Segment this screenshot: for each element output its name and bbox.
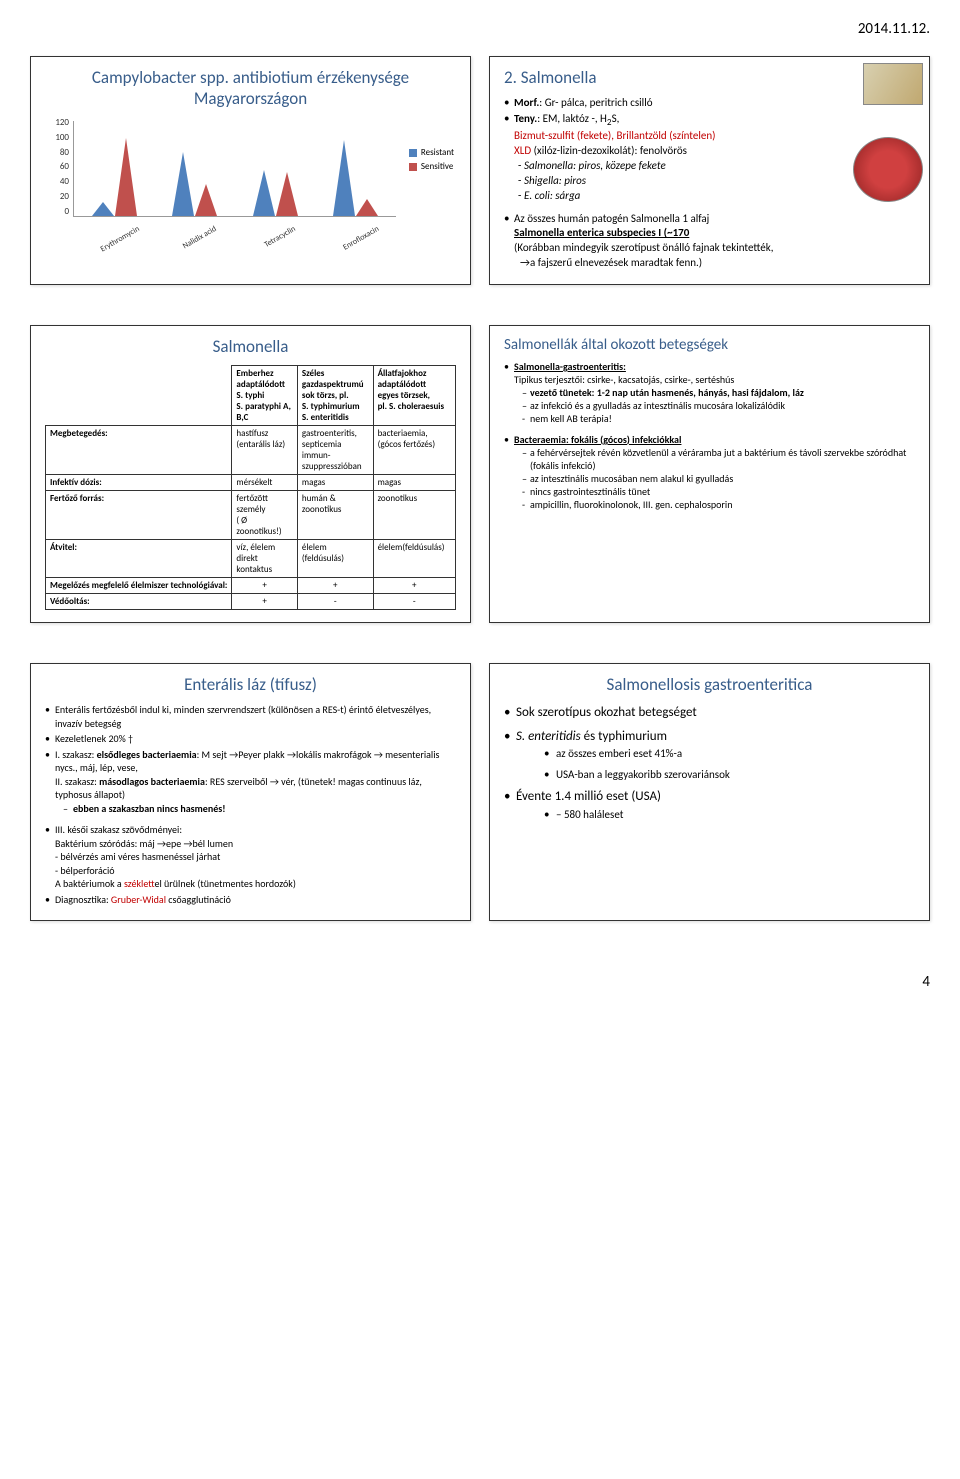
table-cell: + [232, 578, 297, 594]
row-label: Átvitel: [46, 540, 232, 578]
slide-salmonella-intro: 2. Salmonella Morf.: Gr- pálca, peritric… [489, 56, 930, 285]
table-cell: gastroenteritis, septicemia immun- szupp… [297, 426, 373, 475]
bar-group: Erythromycin [74, 138, 155, 216]
table-header [46, 366, 232, 426]
y-tick: 0 [45, 206, 69, 217]
table-header: Állatfajokhoz adaptálódottegyes törzsek,… [373, 366, 455, 426]
slide-diseases: Salmonellák által okozott betegségek Sal… [489, 325, 930, 623]
legend-item: Sensitive [409, 161, 454, 172]
date-header: 2014.11.12. [30, 20, 930, 38]
cone-bar [333, 140, 355, 216]
chart-title: Campylobacter spp. antibiotium érzékenys… [45, 67, 456, 109]
table-cell: magas [297, 475, 373, 491]
table-cell: víz, élelem direkt kontaktus [232, 540, 297, 578]
bacteria-image [863, 63, 923, 105]
x-label: Erythromycin [98, 224, 141, 254]
cone-bar [253, 170, 275, 216]
row-label: Megbetegedés: [46, 426, 232, 475]
gastro-body: Sok szerotípus okozhat betegséget S. ent… [504, 703, 915, 823]
row-label: Fertőző forrás: [46, 491, 232, 540]
slide-row-3: Enterális láz (tífusz) Enterális fertőzé… [30, 663, 930, 921]
salmonella-bullets-2: Az összes humán patogén Salmonella 1 alf… [504, 212, 915, 271]
slide-salmonella-table: Salmonella Emberhez adaptálódottS. typhi… [30, 325, 471, 623]
table-cell: + [232, 594, 297, 610]
row-label: Védőoltás: [46, 594, 232, 610]
petri-image [853, 137, 923, 202]
bar-group: Nalidix acid [155, 152, 236, 216]
diseases-list: Salmonella-gastroenteritis: Tipikus terj… [504, 360, 915, 511]
cone-bar [172, 152, 194, 216]
table-header: Emberhez adaptálódottS. typhi S. paratyp… [232, 366, 297, 426]
table-cell: fertőzött személy ( Ø zoonotikus!) [232, 491, 297, 540]
table-cell: élelem(feldúsulás) [373, 540, 455, 578]
table-cell: élelem (feldúsulás) [297, 540, 373, 578]
table-header: Széles gazdaspektrumúsok törzs, pl. S. t… [297, 366, 373, 426]
cone-bar [356, 199, 378, 216]
tifusz-body: Enterális fertőzésből indul ki, minden s… [45, 703, 456, 906]
slide-row-2: Salmonella Emberhez adaptálódottS. typhi… [30, 325, 930, 623]
slide-row-1: Campylobacter spp. antibiotium érzékenys… [30, 56, 930, 285]
bars-container: ErythromycinNalidix acidTetracyclinEnrof… [73, 121, 396, 217]
y-tick: 120 [45, 117, 69, 128]
y-tick: 40 [45, 176, 69, 187]
table-row: Fertőző forrás:fertőzött személy ( Ø zoo… [46, 491, 456, 540]
table-cell: bacteriaemia, (gócos fertőzés) [373, 426, 455, 475]
x-label: Tetracyclin [263, 224, 298, 250]
legend-label: Sensitive [421, 161, 453, 172]
row-label: Infektív dózis: [46, 475, 232, 491]
legend-label: Resistant [421, 147, 454, 158]
row-label: Megelőzés megfelelő élelmiszer technológ… [46, 578, 232, 594]
y-tick: 20 [45, 191, 69, 202]
salmonella-bullets: Morf.: Gr- pálca, peritrich csilló Teny.… [504, 96, 915, 204]
slide-tifusz: Enterális láz (tífusz) Enterális fertőzé… [30, 663, 471, 921]
y-tick: 100 [45, 132, 69, 143]
y-tick: 60 [45, 161, 69, 172]
chart-area: 020406080100120 ErythromycinNalidix acid… [45, 117, 456, 252]
gastro-title: Salmonellosis gastroenteritica [504, 674, 915, 695]
y-tick: 80 [45, 147, 69, 158]
cone-bar [276, 172, 298, 216]
table-title: Salmonella [45, 336, 456, 357]
table-row: Átvitel:víz, élelem direkt kontaktusélel… [46, 540, 456, 578]
legend-item: Resistant [409, 147, 454, 158]
table-row: Megelőzés megfelelő élelmiszer technológ… [46, 578, 456, 594]
salmonella-table: Emberhez adaptálódottS. typhi S. paratyp… [45, 365, 456, 610]
x-label: Enrofloxacin [341, 224, 381, 253]
table-cell: magas [373, 475, 455, 491]
chart-legend: Resistant Sensitive [409, 147, 454, 175]
slide-chart: Campylobacter spp. antibiotium érzékenys… [30, 56, 471, 285]
cone-bar [92, 202, 114, 216]
table-cell: - [297, 594, 373, 610]
table-cell: + [373, 578, 455, 594]
bar-group: Tetracyclin [235, 170, 316, 216]
table-row: Védőoltás:+-- [46, 594, 456, 610]
legend-swatch [409, 163, 417, 171]
bar-group: Enrofloxacin [316, 140, 397, 216]
cone-bar [115, 138, 137, 216]
x-label: Nalidix acid [181, 224, 218, 251]
table-cell: zoonotikus [373, 491, 455, 540]
slide-gastroenteritica: Salmonellosis gastroenteritica Sok szero… [489, 663, 930, 921]
page-number: 4 [922, 973, 930, 991]
table-cell: - [373, 594, 455, 610]
table-cell: mérsékelt [232, 475, 297, 491]
legend-swatch [409, 149, 417, 157]
table-cell: + [297, 578, 373, 594]
table-row: Megbetegedés:hastífusz (entarális láz)ga… [46, 426, 456, 475]
table-cell: hastífusz (entarális láz) [232, 426, 297, 475]
table-row: Infektív dózis:mérsékeltmagasmagas [46, 475, 456, 491]
y-axis: 0 20 40 60 80 100 120 [45, 117, 69, 217]
diseases-title: Salmonellák által okozott betegségek [504, 336, 915, 354]
salmonella-title: 2. Salmonella [504, 67, 915, 88]
table-cell: humán & zoonotikus [297, 491, 373, 540]
tifusz-title: Enterális láz (tífusz) [45, 674, 456, 695]
cone-bar [195, 184, 217, 216]
